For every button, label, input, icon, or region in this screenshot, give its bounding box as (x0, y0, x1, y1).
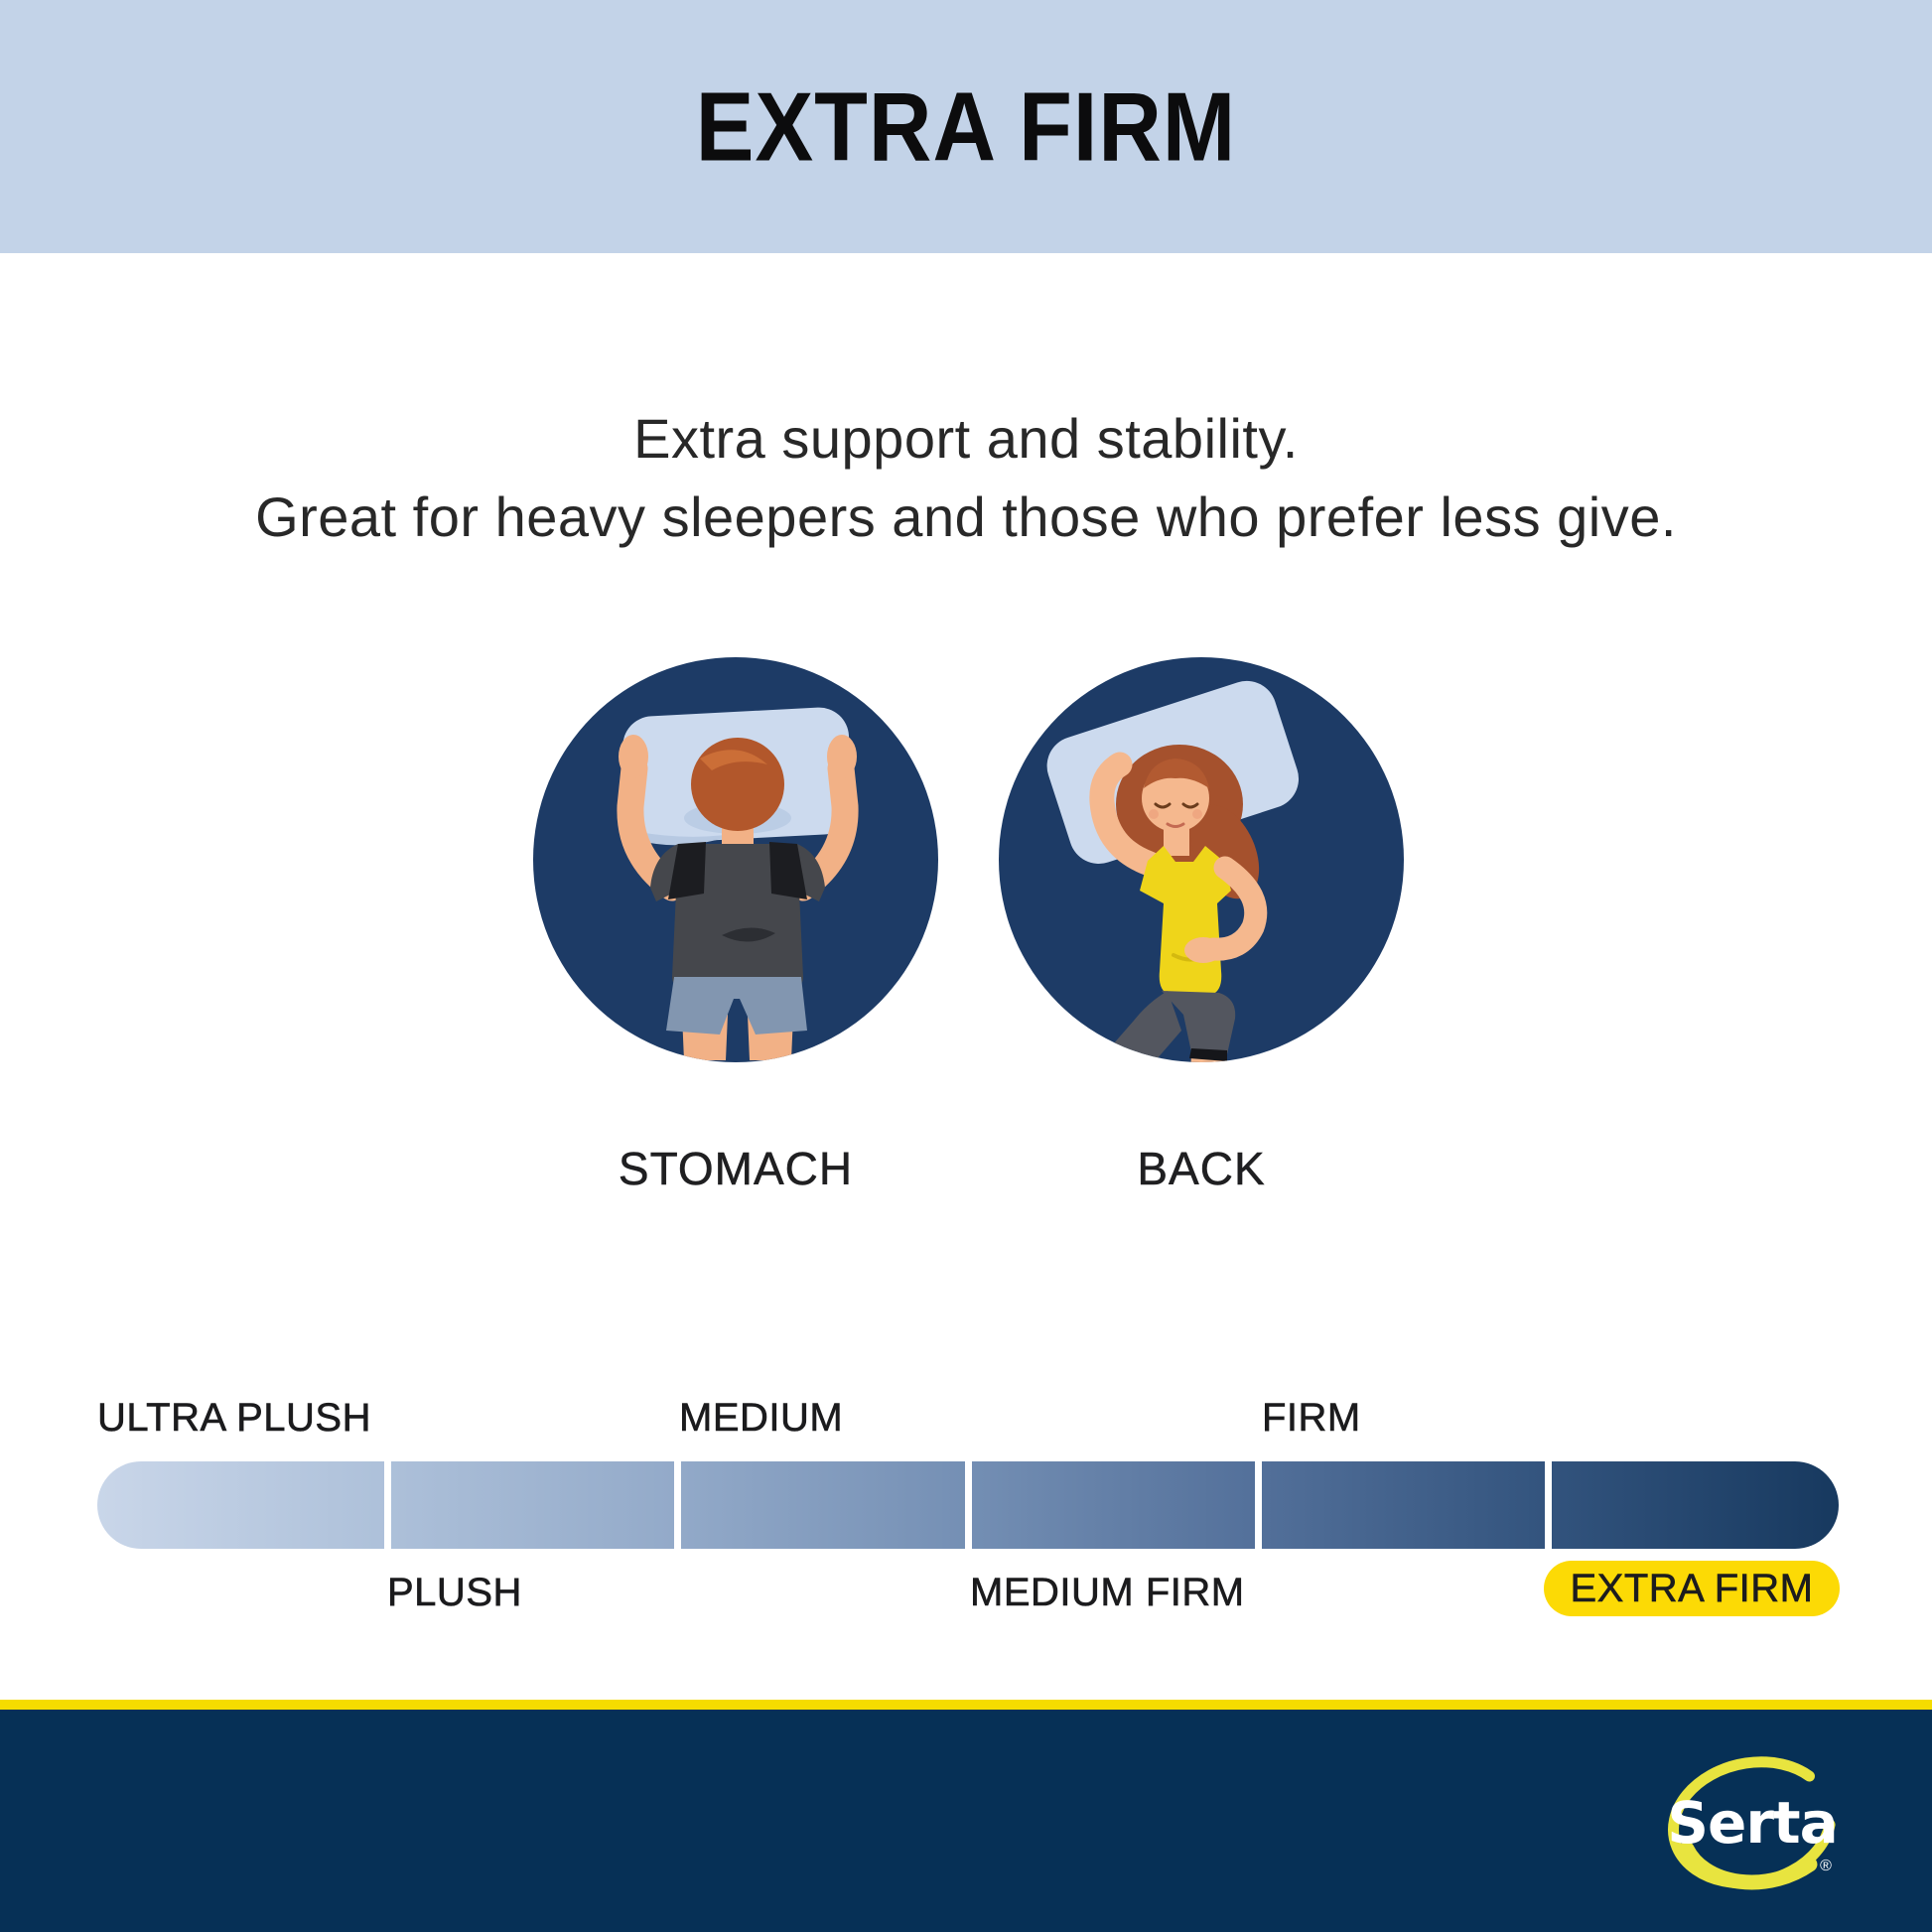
description: Extra support and stability. Great for h… (0, 399, 1932, 556)
scale-label-plush: PLUSH (387, 1571, 522, 1615)
yellow-divider-line (0, 1700, 1932, 1710)
description-line-1: Extra support and stability. (633, 407, 1299, 470)
firmness-scale-bar (97, 1461, 1839, 1549)
back-sleeper-illustration (999, 657, 1404, 1062)
segment-divider (965, 1461, 972, 1549)
stomach-sleeper-illustration (533, 657, 938, 1062)
scale-label-ultra-plush: ULTRA PLUSH (97, 1396, 371, 1441)
header-band: EXTRA FIRM (0, 0, 1932, 253)
serta-logo: Serta ® (1651, 1737, 1860, 1913)
stomach-label: STOMACH (618, 1143, 854, 1195)
page-title: EXTRA FIRM (695, 70, 1237, 182)
registered-mark: ® (1820, 1858, 1832, 1874)
serta-logo-icon: Serta ® (1667, 1756, 1839, 1890)
scale-label-medium: MEDIUM (679, 1396, 844, 1441)
back-label: BACK (1137, 1143, 1266, 1195)
back-sleeper-icon (999, 657, 1404, 1062)
segment-divider (674, 1461, 681, 1549)
serta-logo-text: Serta (1667, 1789, 1838, 1857)
extra-firm-highlight-badge: EXTRA FIRM (1544, 1561, 1840, 1616)
scale-label-medium-firm: MEDIUM FIRM (970, 1571, 1245, 1615)
scale-label-firm: FIRM (1262, 1396, 1361, 1441)
segment-divider (384, 1461, 391, 1549)
description-line-2: Great for heavy sleepers and those who p… (255, 485, 1677, 548)
segment-divider (1545, 1461, 1552, 1549)
footer-band (0, 1710, 1932, 1932)
stomach-sleeper-icon (533, 657, 938, 1062)
segment-divider (1255, 1461, 1262, 1549)
